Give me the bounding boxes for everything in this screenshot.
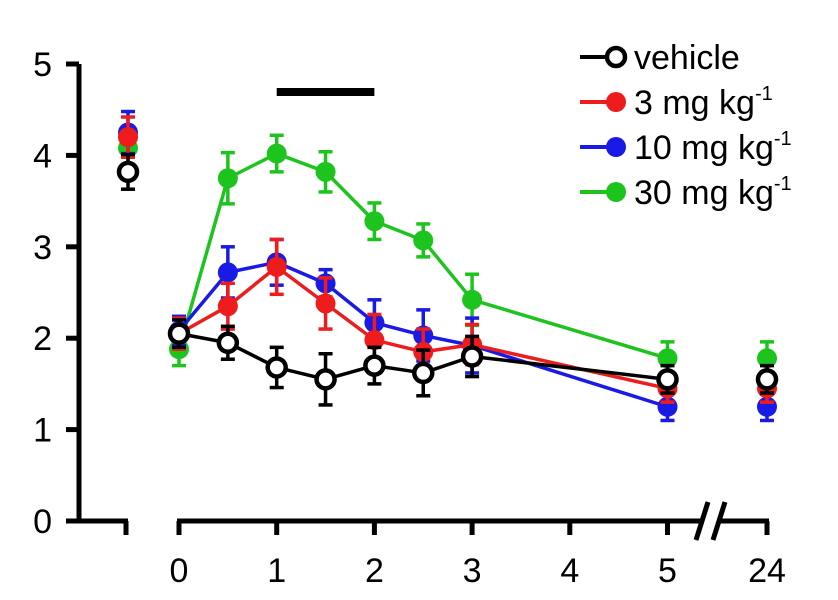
y-tick-label: 3 <box>33 229 52 267</box>
series-0-point <box>363 354 386 377</box>
axes: 0 1 2 3 4 5 0 1 2 3 4 5 24 <box>33 46 786 590</box>
series-0-point <box>167 322 191 345</box>
series-3-point <box>315 161 336 182</box>
y-tick-label: 1 <box>33 412 52 450</box>
series-1-baseline-point <box>118 127 138 148</box>
x-tick-label: 4 <box>560 552 579 590</box>
legend-marker <box>604 45 628 69</box>
series-0-point <box>412 361 435 385</box>
legend-label: vehicle <box>634 39 740 77</box>
series-3-point <box>266 143 287 164</box>
axis-break-mark <box>710 501 728 541</box>
series-3-late-point <box>757 348 777 369</box>
x-tick-label: 2 <box>365 552 384 590</box>
x-tick-label: 3 <box>463 552 482 590</box>
series-1-point <box>266 256 287 277</box>
series-0-point <box>656 368 679 391</box>
series-0-baseline-point <box>116 160 140 184</box>
series-1-point <box>217 296 238 317</box>
series-3-point <box>364 211 385 232</box>
series-markers <box>116 109 779 423</box>
x-tick-label: 24 <box>748 552 786 590</box>
y-tick-label: 0 <box>33 503 52 541</box>
series-3-point <box>413 230 434 251</box>
legend-marker <box>606 137 626 157</box>
x-tick-label: 0 <box>170 552 189 590</box>
series-3-point <box>657 348 678 369</box>
legend: vehicle 3 mg kg-1 10 mg kg-1 30 mg kg-1 <box>580 39 792 212</box>
legend-marker <box>606 92 626 112</box>
series-0-late-point <box>755 368 779 391</box>
legend-marker <box>606 182 626 202</box>
series-0-point <box>216 331 240 355</box>
series-0-point <box>314 368 337 391</box>
x-tick-label: 5 <box>658 552 677 590</box>
y-tick-label: 4 <box>33 137 52 175</box>
y-tick-label: 2 <box>33 320 52 358</box>
x-tick-label: 1 <box>267 552 286 590</box>
series-2-point <box>217 262 238 283</box>
series-0-point <box>460 345 484 368</box>
legend-label: 10 mg kg-1 <box>634 128 792 167</box>
y-tick-label: 5 <box>33 46 52 84</box>
series-1-point <box>315 293 336 314</box>
legend-label: 30 mg kg-1 <box>634 173 792 212</box>
series-0-point <box>265 356 288 379</box>
axis-break-mark <box>693 501 711 541</box>
legend-label: 3 mg kg-1 <box>634 83 773 122</box>
series-3-point <box>462 289 483 310</box>
series-3-point <box>217 168 238 189</box>
series-1-point <box>364 330 385 351</box>
